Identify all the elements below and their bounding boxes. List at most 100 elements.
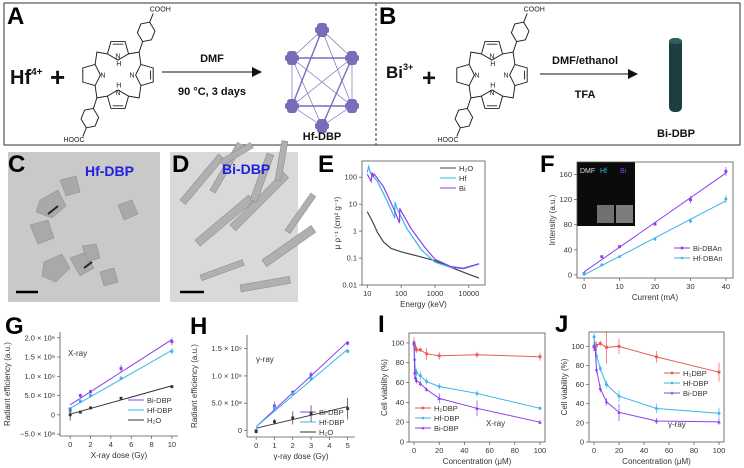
arrowhead-icon: [252, 67, 262, 77]
series-line: [593, 346, 720, 423]
data-point: [309, 373, 313, 377]
y-tick-label: 40: [564, 245, 572, 254]
y-tick-label: 10: [349, 200, 357, 209]
x-tick-label: 6: [129, 440, 133, 449]
inset-label-bi: Bi: [620, 168, 627, 175]
x-tick-label: 40: [460, 446, 468, 455]
x-tick-label: 3: [309, 441, 313, 450]
data-point: [538, 420, 542, 424]
data-point: [119, 396, 123, 400]
data-point: [582, 272, 586, 276]
y-tick-label: 100: [391, 338, 404, 347]
cage-node: [345, 103, 359, 109]
x-tick-label: 2: [88, 440, 92, 449]
x-axis-label: Concentration (μM): [443, 457, 512, 466]
y-tick-label: 0: [580, 438, 584, 447]
legend-label: Hf-DBP: [147, 406, 172, 415]
hf-dbp-cage-icon: [285, 23, 359, 133]
y-tick-label: 5.0 × 10⁸: [212, 399, 242, 408]
data-point: [291, 392, 295, 396]
x-tick-label: 100: [534, 446, 547, 455]
series-1: Hf-DBAn: [582, 195, 728, 276]
y-axis-label: Cell viability (%): [560, 358, 569, 415]
fit-line: [583, 172, 727, 273]
data-point: [273, 420, 276, 424]
y-tick-label: 0: [568, 270, 572, 279]
svg-text:N: N: [115, 90, 120, 97]
cooh-label: COOH: [524, 7, 545, 14]
data-point: [689, 219, 692, 223]
data-point: [119, 376, 123, 380]
chart-g: 0 2 4 6 8 10 −5.0 × 10⁸ 0 5.0 × 10⁸ 1.0 × 10⁹ 1.5 …: [3, 332, 178, 460]
dbp-ligand-structure-b: COOH HOOC N H N H N N: [437, 7, 544, 144]
data-point: [592, 344, 596, 348]
data-point: [309, 412, 313, 415]
legend-label: Hf-DBP: [683, 379, 708, 388]
y-tick-label: 1.5 × 10⁹: [211, 344, 242, 353]
y-tick-label: 0: [400, 438, 404, 447]
data-point: [475, 406, 479, 410]
chart-annotation: γ-ray: [256, 355, 274, 364]
plot-frame: [408, 332, 546, 443]
x-tick-label: 20: [651, 282, 659, 291]
data-point: [291, 416, 295, 420]
legend-label: Bi-DBP: [683, 389, 708, 398]
y-axis-label: Cell viability (%): [380, 359, 389, 416]
svg-text:N: N: [100, 73, 105, 80]
data-point: [598, 342, 602, 345]
x-axis-label: γ-ray dose (Gy): [273, 452, 328, 461]
x-tick-label: 10: [363, 289, 371, 298]
data-point: [413, 346, 417, 350]
x-tick-label: 60: [665, 446, 673, 455]
data-point: [437, 385, 441, 388]
series-line: [366, 172, 480, 269]
data-point: [653, 237, 657, 241]
legend-label: H₂DBP: [683, 369, 707, 378]
x-tick-label: 0: [582, 282, 586, 291]
y-tick-label: 0: [51, 410, 55, 419]
legend-label: H₂O: [459, 164, 473, 173]
data-point: [604, 400, 609, 404]
panel-letter-g: G: [5, 313, 24, 340]
data-point: [598, 386, 603, 390]
x-tick-label: 1000: [427, 289, 444, 298]
nanorod: [284, 192, 317, 234]
chart-f: 0 10 20 30 40 0 40 80 120 160 Current (mA) Intensit…: [548, 161, 734, 302]
cage-node: [315, 27, 329, 33]
fit-line: [256, 406, 348, 429]
x-tick-label: 40: [722, 282, 730, 291]
y-tick-label: 1.0 × 10⁹: [211, 371, 242, 380]
y-axis-label: μ ρ⁻¹ (cm² g⁻¹): [333, 196, 342, 249]
cage-linker: [321, 57, 353, 127]
legend-label: Hf: [459, 174, 467, 183]
y-tick-label: 160: [559, 170, 572, 179]
series-line: [366, 164, 480, 270]
y-tick-label: 60: [576, 380, 584, 389]
data-point: [437, 354, 441, 358]
y-axis-label: Intensity (a.u.): [548, 194, 557, 245]
x-tick-label: 8: [149, 440, 153, 449]
series-1: Hf: [366, 164, 480, 270]
legend-label: Bi-DBP: [147, 396, 172, 405]
y-tick-label: 20: [576, 418, 584, 427]
reagent-a: DMF: [200, 53, 224, 65]
y-tick-label: 5.0 × 10⁸: [25, 391, 55, 400]
y-tick-label: 1.5 × 10⁹: [24, 353, 55, 362]
data-point: [418, 348, 422, 352]
data-point: [655, 407, 658, 410]
data-point: [412, 341, 416, 345]
y-tick-label: 100: [344, 173, 357, 182]
data-point: [595, 343, 598, 347]
data-point: [414, 378, 419, 383]
nanorod: [239, 275, 291, 293]
panel-letter-d: D: [172, 151, 189, 178]
data-point: [68, 413, 72, 417]
data-point: [605, 383, 608, 387]
y-tick-label: 0.01: [342, 281, 357, 290]
series-1: Hf-DBP: [68, 348, 174, 415]
x-tick-label: 4: [327, 441, 331, 450]
chart-annotation: γ-ray: [668, 420, 686, 429]
data-point: [309, 377, 313, 381]
data-point: [273, 407, 276, 411]
nanorod: [261, 225, 317, 267]
